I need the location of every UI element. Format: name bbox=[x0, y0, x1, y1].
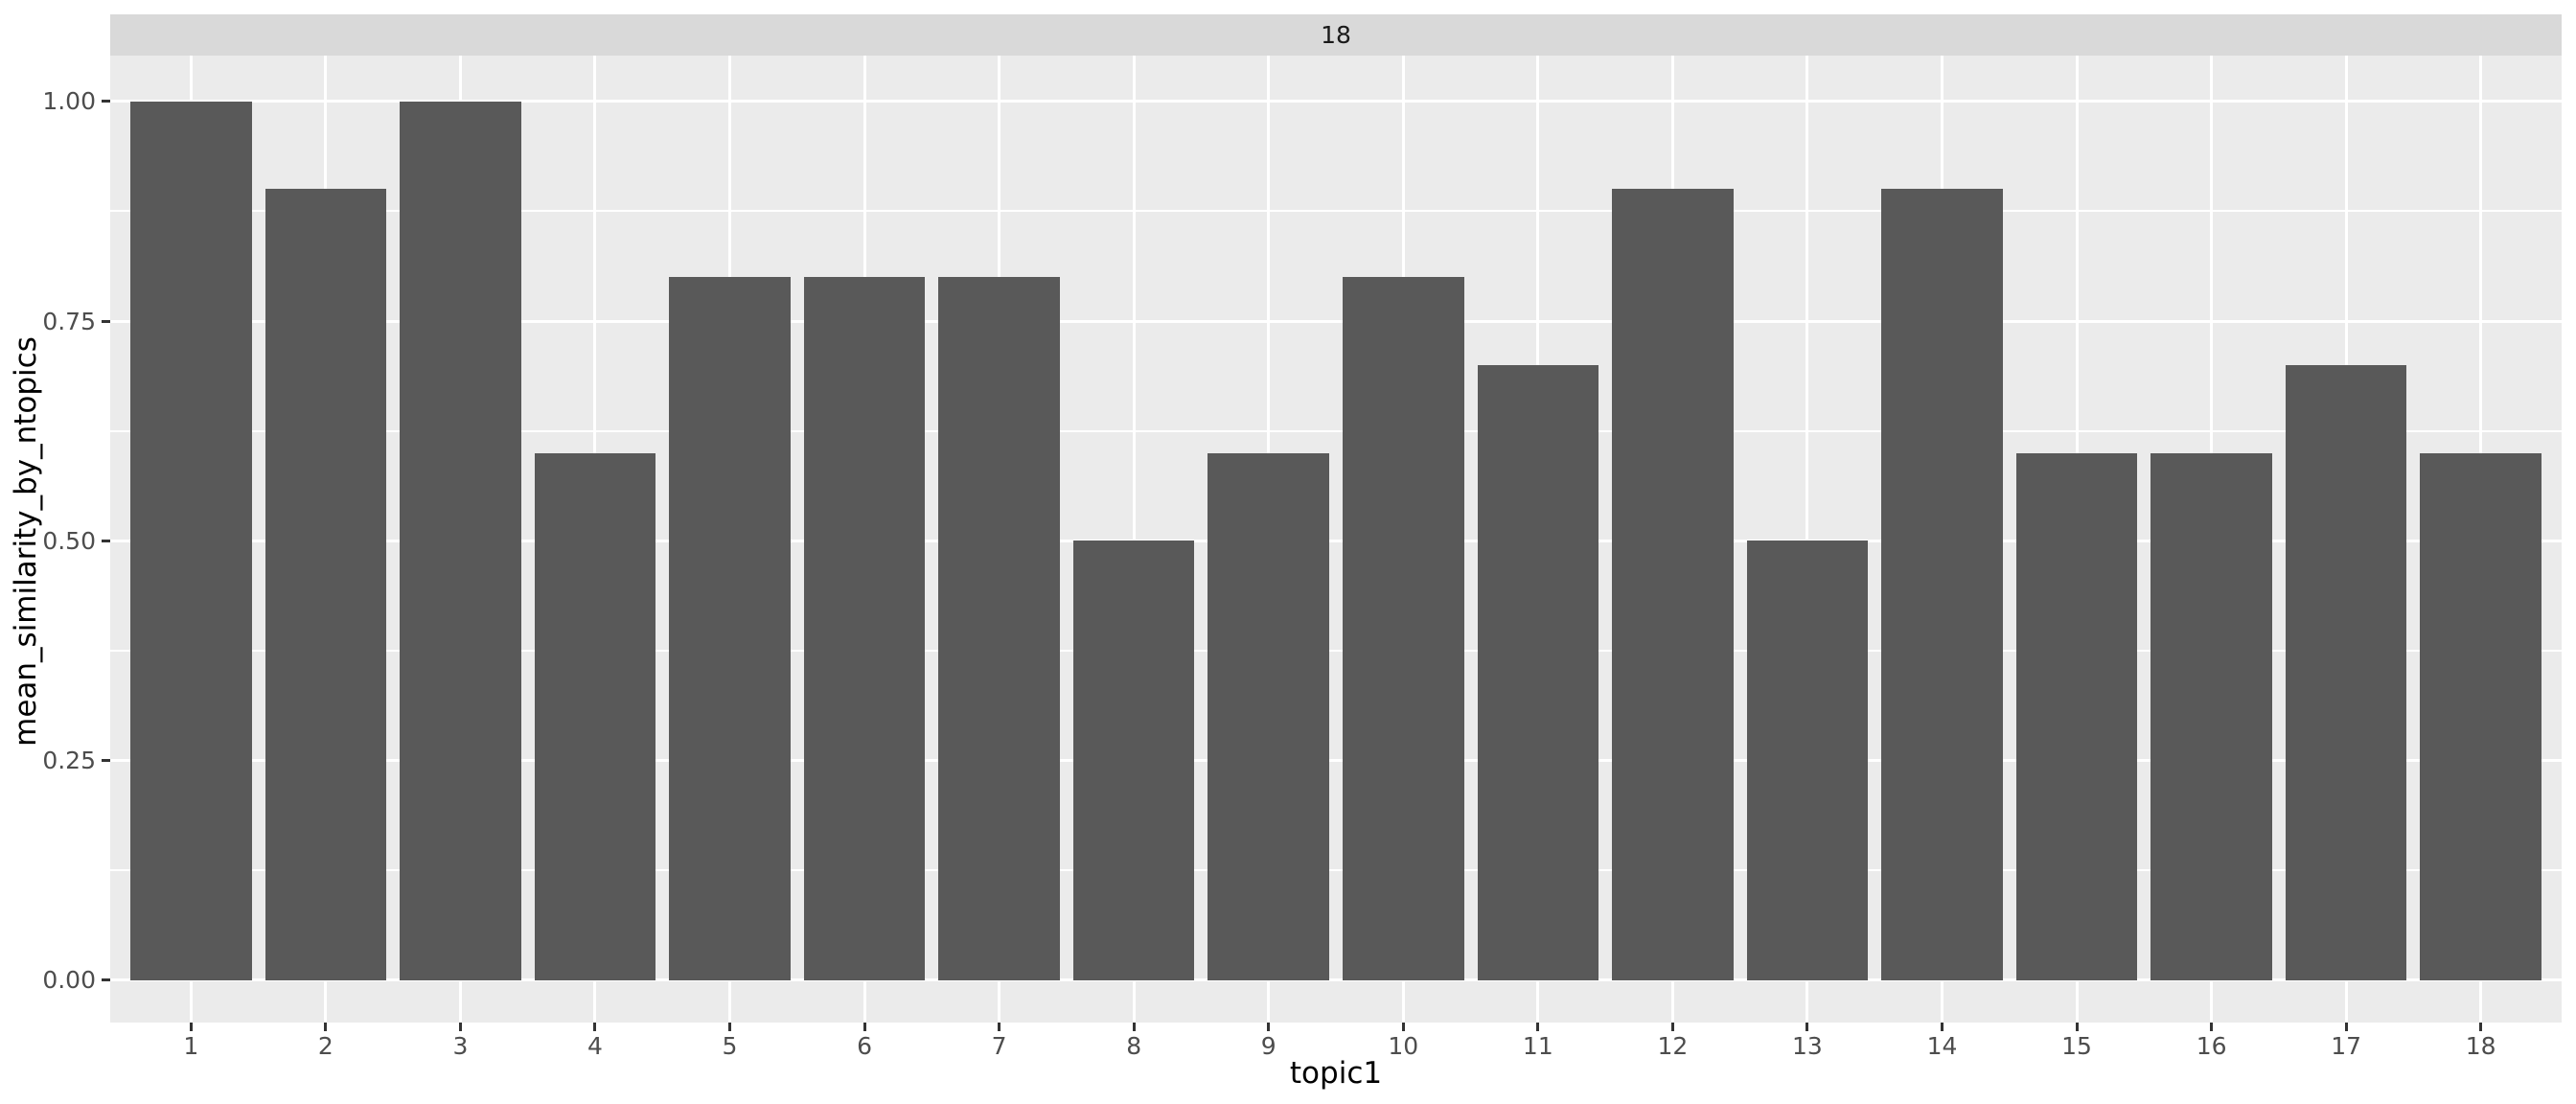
x-tick-label: 9 bbox=[1260, 1032, 1276, 1060]
x-tick-label: 5 bbox=[722, 1032, 738, 1060]
bar bbox=[1746, 540, 1869, 980]
plot-panel bbox=[110, 56, 2562, 1023]
x-tick-mark bbox=[862, 1023, 866, 1031]
x-tick-label: 2 bbox=[317, 1032, 334, 1060]
x-tick-label: 3 bbox=[452, 1032, 469, 1060]
y-tick-label: 0.75 bbox=[42, 307, 96, 335]
x-tick-label: 17 bbox=[2331, 1032, 2362, 1060]
gridline-minor bbox=[110, 869, 2562, 872]
x-tick-label: 7 bbox=[991, 1032, 1007, 1060]
x-tick-label: 4 bbox=[587, 1032, 603, 1060]
x-tick-mark bbox=[2344, 1023, 2348, 1031]
x-tick-mark bbox=[458, 1023, 462, 1031]
x-tick-mark bbox=[324, 1023, 328, 1031]
x-tick-label: 16 bbox=[2196, 1032, 2227, 1060]
gridline-vertical-major bbox=[1806, 56, 1809, 1023]
gridline-minor bbox=[110, 210, 2562, 213]
bar bbox=[1881, 189, 2003, 980]
y-tick-mark bbox=[102, 539, 110, 542]
bar bbox=[2420, 452, 2542, 980]
x-tick-label: 11 bbox=[1522, 1032, 1553, 1060]
bar bbox=[2150, 452, 2272, 980]
x-tick-mark bbox=[1536, 1023, 1540, 1031]
y-tick-mark bbox=[102, 100, 110, 104]
gridline-major bbox=[110, 978, 2562, 982]
gridline-major bbox=[110, 759, 2562, 763]
bar bbox=[1612, 189, 1734, 980]
bar bbox=[2015, 452, 2138, 980]
x-tick-mark bbox=[1132, 1023, 1136, 1031]
bar bbox=[1072, 540, 1195, 980]
x-tick-mark bbox=[593, 1023, 597, 1031]
x-tick-mark bbox=[1670, 1023, 1674, 1031]
x-tick-label: 6 bbox=[857, 1032, 873, 1060]
gridline-major bbox=[110, 319, 2562, 323]
y-tick-label: 0.00 bbox=[42, 966, 96, 995]
y-tick-label: 1.00 bbox=[42, 87, 96, 116]
x-tick-mark bbox=[2479, 1023, 2483, 1031]
bar bbox=[2285, 364, 2407, 980]
x-tick-label: 18 bbox=[2465, 1032, 2496, 1060]
bar bbox=[803, 277, 926, 980]
x-axis-title: topic1 bbox=[1289, 1056, 1383, 1091]
bar bbox=[130, 101, 252, 980]
bar bbox=[938, 277, 1060, 980]
x-tick-mark bbox=[189, 1023, 193, 1031]
x-tick-label: 1 bbox=[183, 1032, 199, 1060]
bar bbox=[1343, 277, 1464, 980]
gridline-minor bbox=[110, 649, 2562, 652]
gridline-major bbox=[110, 100, 2562, 104]
gridline-vertical-major bbox=[1132, 56, 1136, 1023]
x-tick-mark bbox=[2210, 1023, 2214, 1031]
facet-strip: 18 bbox=[110, 14, 2562, 56]
x-tick-label: 15 bbox=[2061, 1032, 2092, 1060]
x-tick-mark bbox=[998, 1023, 1001, 1031]
bar bbox=[264, 189, 387, 980]
bar bbox=[1477, 364, 1599, 980]
x-tick-mark bbox=[1806, 1023, 1809, 1031]
x-tick-label: 12 bbox=[1657, 1032, 1689, 1060]
x-tick-mark bbox=[1401, 1023, 1405, 1031]
y-axis-title: mean_similarity_by_ntopics bbox=[9, 336, 43, 747]
gridline-minor bbox=[110, 429, 2562, 432]
y-tick-mark bbox=[102, 759, 110, 763]
x-tick-mark bbox=[1940, 1023, 1944, 1031]
x-tick-mark bbox=[728, 1023, 731, 1031]
y-tick-label: 0.50 bbox=[42, 526, 96, 555]
gridline-major bbox=[110, 539, 2562, 542]
x-tick-mark bbox=[2075, 1023, 2079, 1031]
y-tick-label: 0.25 bbox=[42, 747, 96, 775]
bar bbox=[400, 101, 521, 980]
x-tick-label: 8 bbox=[1126, 1032, 1142, 1060]
x-tick-label: 10 bbox=[1388, 1032, 1419, 1060]
x-tick-label: 13 bbox=[1792, 1032, 1823, 1060]
bar bbox=[669, 277, 791, 980]
facet-strip-label: 18 bbox=[1321, 21, 1351, 49]
x-tick-mark bbox=[1267, 1023, 1271, 1031]
bar bbox=[1208, 452, 1329, 980]
y-tick-mark bbox=[102, 319, 110, 323]
bar bbox=[534, 452, 656, 980]
y-tick-mark bbox=[102, 978, 110, 982]
x-tick-label: 14 bbox=[1926, 1032, 1958, 1060]
